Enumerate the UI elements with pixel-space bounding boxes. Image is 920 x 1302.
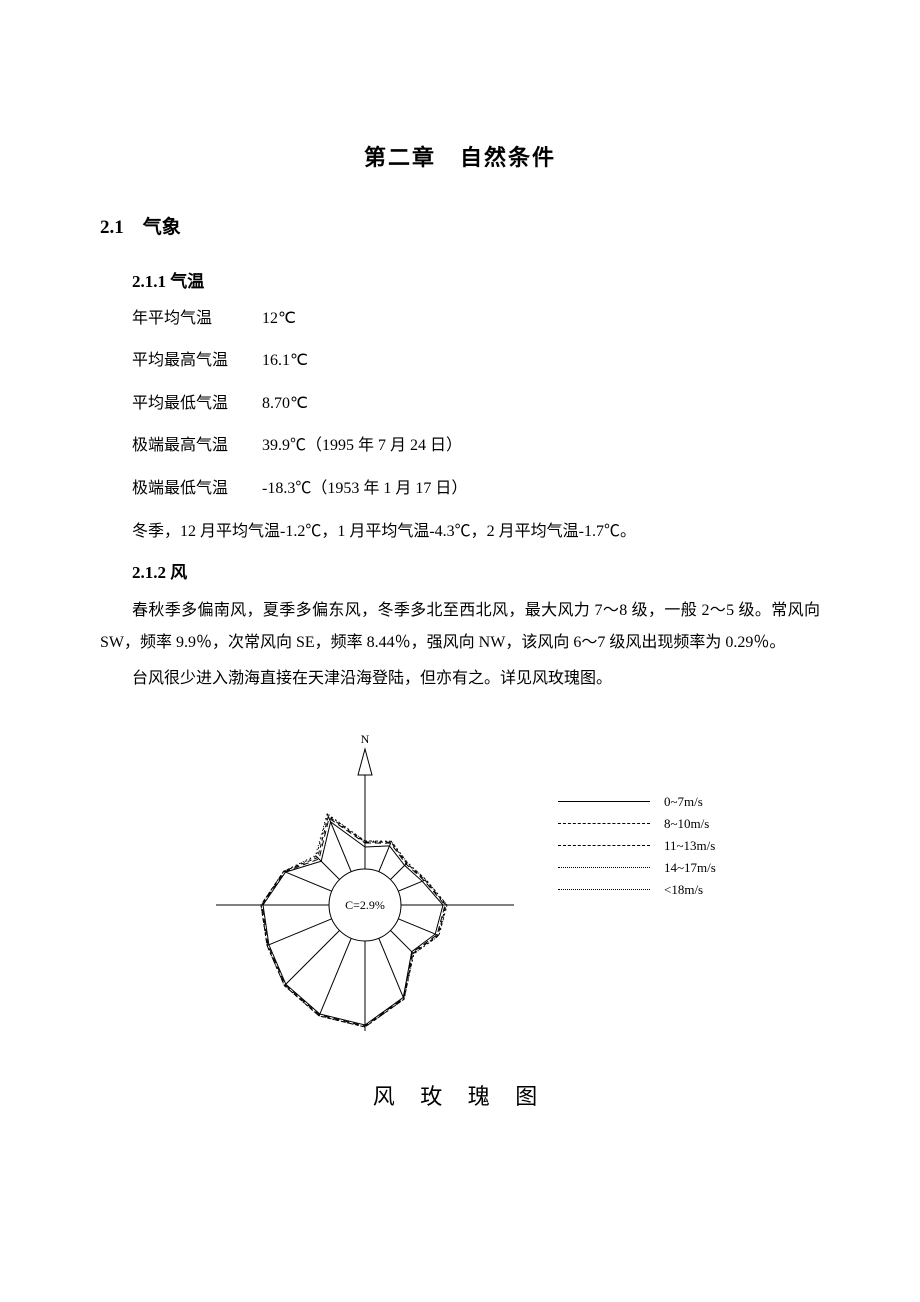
temperature-value: 8.70℃: [262, 389, 308, 419]
legend-row: 8~10m/s: [558, 813, 716, 835]
temperature-list: 年平均气温12℃平均最高气温16.1℃平均最低气温8.70℃极端最高气温39.9…: [100, 304, 820, 504]
legend-line-icon: [558, 845, 650, 846]
temperature-row: 平均最高气温16.1℃: [132, 346, 820, 376]
wind-rose-legend: 0~7m/s 8~10m/s 11~13m/s 14~17m/s <18m/s: [558, 791, 716, 901]
wind-paragraph-2: 台风很少进入渤海直接在天津沿海登陆，但亦有之。详见风玫瑰图。: [100, 663, 820, 695]
temperature-value: 16.1℃: [262, 346, 308, 376]
legend-row: 11~13m/s: [558, 835, 716, 857]
legend-label: 11~13m/s: [664, 838, 715, 854]
temperature-row: 年平均气温12℃: [132, 304, 820, 334]
wind-paragraph-1: 春秋季多偏南风，夏季多偏东风，冬季多北至西北风，最大风力 7～8 级，一般 2～…: [100, 595, 820, 659]
winter-line: 冬季，12 月平均气温-1.2℃，1 月平均气温-4.3℃，2 月平均气温-1.…: [132, 516, 820, 548]
legend-row: 14~17m/s: [558, 857, 716, 879]
legend-row: <18m/s: [558, 879, 716, 901]
legend-line-icon: [558, 823, 650, 824]
svg-text:N: N: [361, 732, 370, 746]
temperature-value: 39.9℃（1995 年 7 月 24 日）: [262, 431, 462, 461]
section-2-1-heading: 2.1 气象: [100, 212, 820, 239]
chapter-title: 第二章 自然条件: [100, 140, 820, 172]
temperature-label: 极端最低气温: [132, 474, 262, 504]
legend-line-icon: [558, 889, 650, 890]
temperature-label: 平均最低气温: [132, 389, 262, 419]
legend-line-icon: [558, 867, 650, 868]
legend-label: 8~10m/s: [664, 816, 709, 832]
temperature-row: 极端最高气温39.9℃（1995 年 7 月 24 日）: [132, 431, 820, 461]
temperature-label: 年平均气温: [132, 304, 262, 334]
legend-row: 0~7m/s: [558, 791, 716, 813]
legend-label: <18m/s: [664, 882, 703, 898]
subsection-2-1-1-heading: 2.1.1 气温: [132, 267, 820, 292]
temperature-row: 平均最低气温8.70℃: [132, 389, 820, 419]
temperature-label: 平均最高气温: [132, 346, 262, 376]
temperature-label: 极端最高气温: [132, 431, 262, 461]
page: 第二章 自然条件 2.1 气象 2.1.1 气温 年平均气温12℃平均最高气温1…: [0, 0, 920, 1171]
temperature-row: 极端最低气温-18.3℃（1953 年 1 月 17 日）: [132, 474, 820, 504]
temperature-value: 12℃: [262, 304, 296, 334]
temperature-value: -18.3℃（1953 年 1 月 17 日）: [262, 474, 467, 504]
subsection-2-1-2-heading: 2.1.2 风: [132, 558, 820, 583]
legend-label: 0~7m/s: [664, 794, 703, 810]
legend-line-icon: [558, 801, 650, 802]
legend-label: 14~17m/s: [664, 860, 716, 876]
wind-rose-figure: N C=2.9% 0~7m/s 8~10m/s 11~13m/s 14~17m/s <18…: [190, 715, 730, 1111]
figure-caption: 风 玫 瑰 图: [190, 1079, 730, 1111]
wind-rose-diagram: N C=2.9%: [190, 715, 550, 1055]
svg-text:C=2.9%: C=2.9%: [345, 898, 385, 912]
